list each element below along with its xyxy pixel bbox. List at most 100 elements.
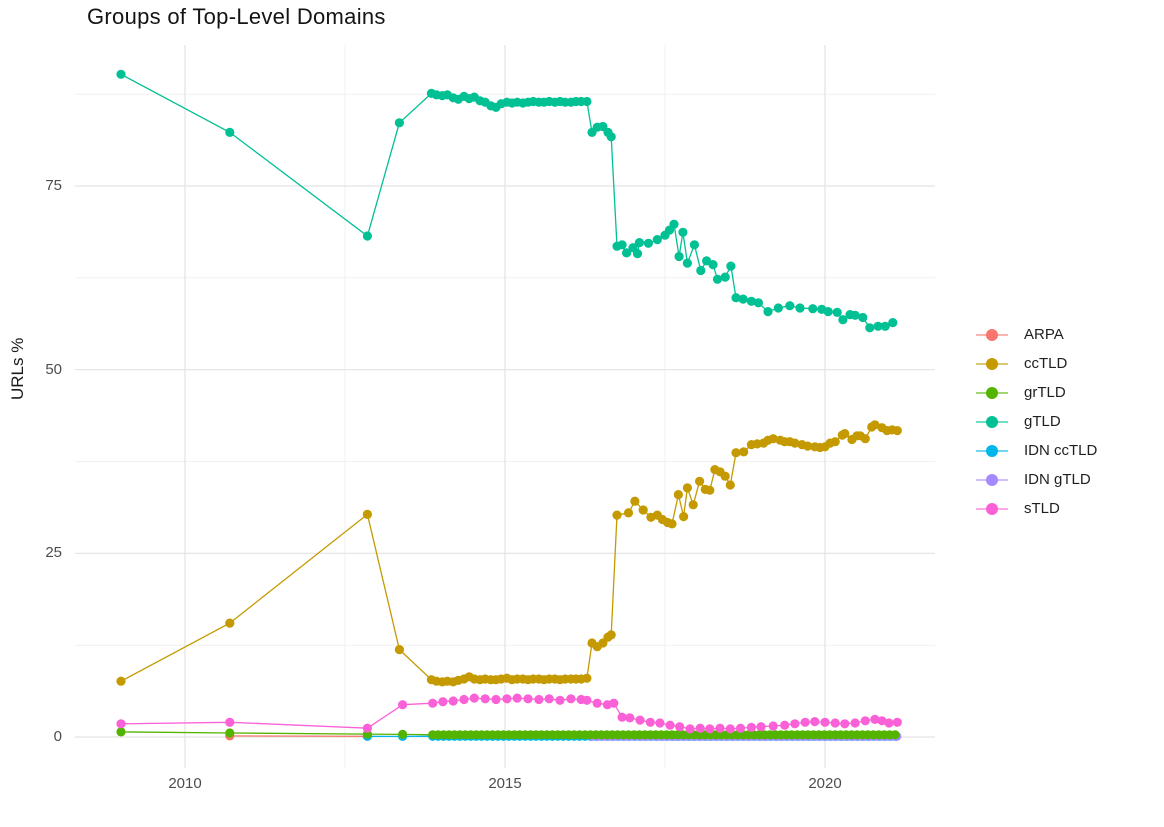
legend-label: gTLD — [1024, 413, 1061, 430]
data-point-gtld — [858, 312, 868, 323]
data-point-gtld — [726, 261, 736, 271]
data-point-stld — [860, 716, 870, 726]
data-point-stld — [617, 712, 627, 722]
data-point-stld — [469, 693, 479, 703]
data-point-stld — [534, 694, 544, 705]
data-point-cctld — [830, 437, 840, 447]
data-point-stld — [877, 716, 887, 726]
data-point-stld — [480, 694, 490, 704]
data-point-gtld — [674, 251, 684, 262]
data-point-stld — [780, 720, 790, 730]
data-point-cctld — [673, 490, 684, 500]
y-tick-label-25: 25 — [45, 544, 62, 561]
data-point-gtld — [873, 321, 883, 331]
legend-label: IDN ccTLD — [1024, 442, 1098, 459]
data-point-stld — [566, 694, 576, 704]
legend: ARPA ccTLD grTLD gTLD IDN ccTLD IDN gTLD sTLD — [975, 320, 1097, 523]
data-point-cctld — [860, 434, 870, 444]
legend-label: ccTLD — [1024, 355, 1068, 372]
data-point-stld — [448, 696, 458, 706]
data-point-stld — [685, 724, 695, 734]
data-point-stld — [459, 694, 469, 705]
data-point-gtld — [785, 301, 795, 311]
data-point-grtld — [890, 730, 900, 740]
data-point-stld — [705, 724, 715, 734]
data-point-stld — [635, 715, 645, 725]
data-point-cctld — [840, 429, 850, 439]
data-point-stld — [725, 724, 735, 734]
legend-key-dot — [986, 473, 998, 486]
data-point-stld — [116, 719, 126, 729]
data-point-stld — [675, 722, 685, 732]
legend-key-icon-cctld — [975, 357, 1009, 370]
legend-key-icon-stld — [975, 502, 1009, 515]
data-point-grtld — [225, 728, 235, 738]
data-point-stld — [645, 717, 655, 727]
data-point-gtld — [689, 240, 700, 250]
data-point-stld — [592, 698, 602, 708]
data-point-stld — [790, 719, 800, 729]
data-point-cctld — [362, 509, 372, 519]
data-point-stld — [840, 719, 850, 729]
data-point-stld — [428, 698, 438, 708]
data-point-stld — [870, 714, 880, 725]
data-point-cctld — [630, 496, 640, 506]
data-point-stld — [655, 718, 665, 728]
data-point-cctld — [688, 500, 698, 510]
legend-key-icon-arpa — [975, 328, 1009, 341]
data-point-cctld — [682, 483, 693, 493]
y-tick-label-75: 75 — [45, 177, 62, 194]
data-point-gtld — [838, 315, 848, 325]
data-point-grtld — [116, 727, 126, 737]
data-point-stld — [398, 700, 408, 710]
data-point-stld — [512, 693, 522, 703]
data-point-stld — [362, 723, 372, 733]
legend-key-icon-idn-gtld — [975, 473, 1009, 486]
data-point-cctld — [612, 510, 622, 520]
data-point-cctld — [790, 438, 800, 448]
data-point-gtld — [823, 307, 833, 317]
chart-title: Groups of Top-Level Domains — [87, 4, 386, 29]
data-point-gtld — [712, 274, 723, 284]
data-point-gtld — [652, 235, 662, 245]
data-point-stld — [695, 723, 705, 733]
data-point-cctld — [394, 645, 404, 655]
x-tick-label-2010: 2010 — [168, 775, 202, 792]
data-point-stld — [892, 717, 902, 727]
legend-item-stld: sTLD — [975, 494, 1097, 523]
legend-key-icon-grtld — [975, 386, 1009, 399]
legend-key-dot — [986, 502, 998, 515]
data-point-cctld — [803, 441, 813, 451]
data-point-gtld — [753, 298, 764, 308]
series-line-stld — [120, 697, 898, 730]
legend-label: sTLD — [1024, 500, 1060, 517]
data-point-gtld — [362, 231, 372, 241]
legend-item-arpa: ARPA — [975, 320, 1097, 349]
legend-key-dot — [986, 444, 998, 457]
data-point-stld — [810, 717, 820, 727]
legend-item-gtld: gTLD — [975, 407, 1097, 436]
data-point-gtld — [731, 293, 741, 303]
data-point-stld — [820, 717, 830, 727]
data-point-cctld — [870, 420, 880, 430]
data-point-gtld — [606, 132, 616, 142]
data-point-gtld — [669, 219, 679, 229]
data-point-gtld — [634, 238, 645, 248]
data-point-stld — [555, 695, 565, 705]
data-point-gtld — [225, 127, 235, 137]
data-point-gtld — [832, 307, 842, 317]
data-point-cctld — [638, 505, 648, 515]
data-point-gtld — [888, 318, 898, 328]
legend-key-dot — [986, 328, 998, 341]
data-point-stld — [768, 721, 778, 731]
data-point-cctld — [116, 676, 126, 686]
data-point-gtld — [632, 249, 643, 259]
data-point-stld — [735, 723, 746, 733]
legend-key-dot — [986, 357, 998, 370]
data-point-gtld — [678, 227, 688, 237]
legend-item-idn-cctld: IDN ccTLD — [975, 436, 1097, 465]
data-point-gtld — [720, 272, 730, 282]
data-point-gtld — [880, 321, 890, 331]
legend-item-cctld: ccTLD — [975, 349, 1097, 378]
legend-label: ARPA — [1024, 326, 1064, 343]
